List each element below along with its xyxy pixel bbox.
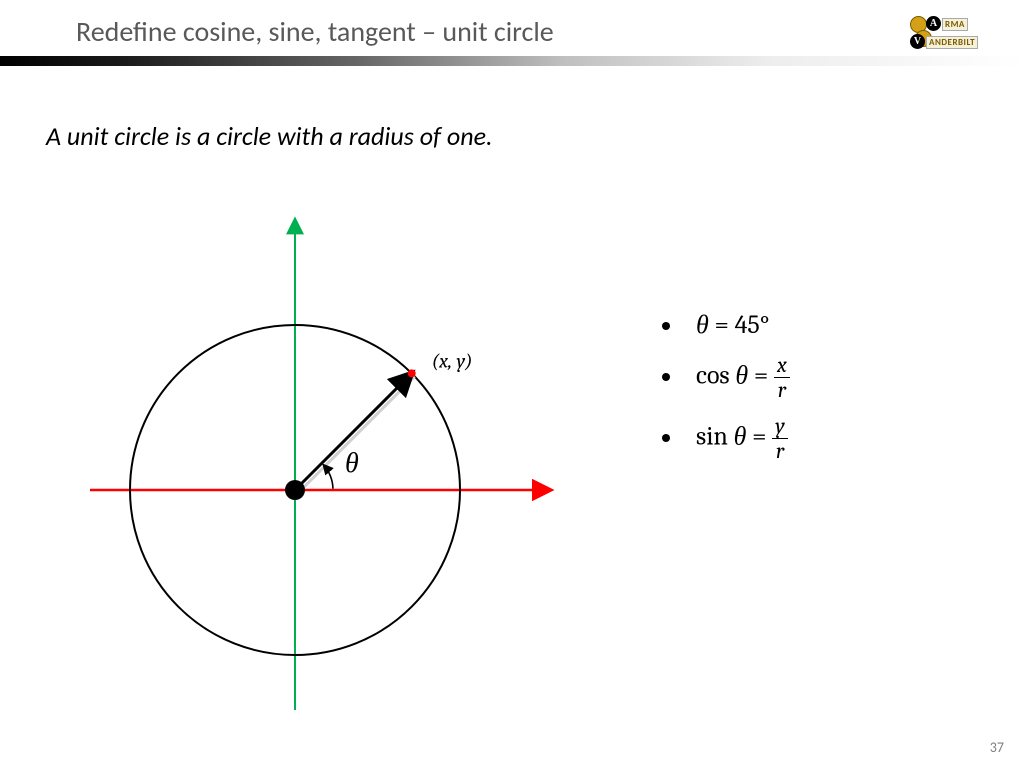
bullet-cos: cos θ = xr — [684, 354, 790, 401]
unit-circle-diagram: (x, y) θ — [80, 210, 580, 710]
svg-text:θ: θ — [345, 447, 359, 479]
bullet-list: θ = 45° cos θ = xr sin θ = yr — [660, 310, 790, 476]
logo-text-2: ANDERBILT — [926, 36, 978, 49]
bullet-theta: θ = 45° — [684, 310, 790, 340]
slide-title: Redefine cosine, sine, tangent – unit ci… — [76, 14, 554, 49]
logo-text-1: RMA — [942, 18, 968, 31]
logo-letter-a: A — [926, 16, 941, 31]
bullet-sin: sin θ = yr — [684, 415, 790, 462]
svg-text:(x, y): (x, y) — [432, 349, 473, 372]
page-number: 37 — [990, 739, 1004, 756]
slide-subtitle: A unit circle is a circle with a radius … — [46, 120, 493, 152]
header-rule — [0, 56, 1024, 66]
logo: A V RMA ANDERBILT — [910, 16, 1006, 50]
logo-letter-v: V — [910, 34, 925, 49]
